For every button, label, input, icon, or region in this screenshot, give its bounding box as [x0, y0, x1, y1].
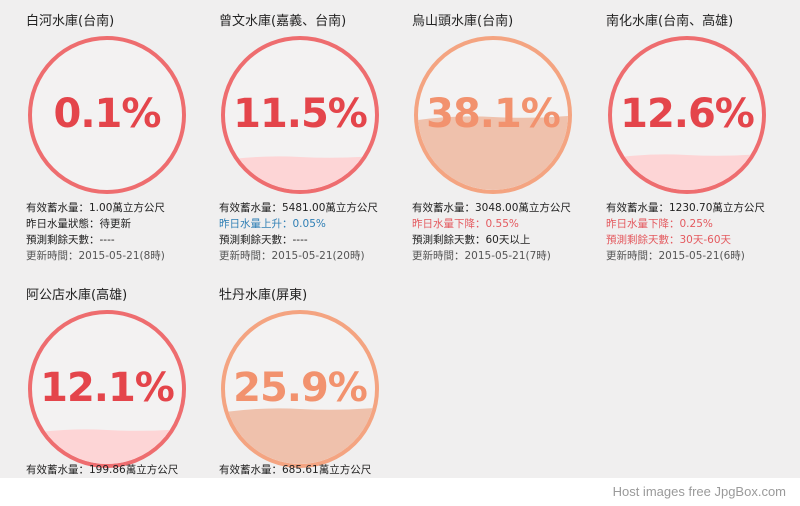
- reservoir-name: 白河水庫(台南): [26, 14, 115, 29]
- reservoir-gauge: 38.1%: [414, 36, 572, 194]
- forecast-line: 預測剩餘天數：----: [26, 234, 115, 246]
- reservoir-info: 有效蓄水量：1.00萬立方公尺 昨日水量狀態：待更新 預測剩餘天數：---- 更…: [26, 200, 165, 264]
- reservoir-info: 有效蓄水量：1230.70萬立方公尺 昨日水量下降：0.25% 預測剩餘天數：3…: [606, 200, 765, 264]
- reservoir-gauge: 11.5%: [221, 36, 379, 194]
- water-level: [418, 116, 568, 190]
- status-line: 昨日水量上升：0.05%: [219, 218, 326, 230]
- reservoir-name: 牡丹水庫(屏東): [219, 288, 308, 303]
- status-line: 昨日水量狀態：待更新: [26, 218, 131, 230]
- reservoir-gauge: 12.6%: [608, 36, 766, 194]
- reservoir-percent: 12.1%: [40, 365, 175, 412]
- reservoir-gauge: 0.1%: [28, 36, 186, 194]
- footer-bar: Host images free JpgBox.com: [0, 478, 800, 506]
- reservoir-info: 有效蓄水量：685.61萬立方公尺: [219, 462, 371, 478]
- updated-line: 更新時間：2015-05-21(8時): [26, 250, 165, 262]
- reservoir-percent: 12.6%: [620, 91, 755, 138]
- reservoir-percent: 11.5%: [233, 91, 368, 138]
- footer-link[interactable]: Host images free JpgBox.com: [612, 484, 786, 499]
- forecast-line: 預測剩餘天數：30天-60天: [606, 234, 732, 246]
- water-level: [225, 156, 375, 190]
- reservoir-gauge: 25.9%: [221, 310, 379, 468]
- storage-line: 有效蓄水量：1230.70萬立方公尺: [606, 202, 765, 214]
- storage-line: 有效蓄水量：1.00萬立方公尺: [26, 202, 165, 214]
- reservoir-name: 烏山頭水庫(台南): [412, 14, 514, 29]
- storage-line: 有效蓄水量：3048.00萬立方公尺: [412, 202, 571, 214]
- reservoir-gauge: 12.1%: [28, 310, 186, 468]
- reservoir-percent: 38.1%: [426, 91, 561, 138]
- water-level: [225, 408, 375, 464]
- reservoir-card-agongdian: 阿公店水庫(高雄) 12.1% 有效蓄水量：199.86萬立方公尺: [26, 284, 216, 479]
- reservoir-name: 阿公店水庫(高雄): [26, 288, 128, 303]
- reservoir-info: 有效蓄水量：199.86萬立方公尺: [26, 462, 178, 478]
- forecast-line: 預測剩餘天數：----: [219, 234, 308, 246]
- reservoir-percent: 0.1%: [53, 91, 162, 138]
- reservoir-info: 有效蓄水量：5481.00萬立方公尺 昨日水量上升：0.05% 預測剩餘天數：-…: [219, 200, 378, 264]
- water-level: [612, 154, 762, 190]
- status-line: 昨日水量下降：0.25%: [606, 218, 713, 230]
- reservoir-card-nanhua: 南化水庫(台南、高雄) 12.6% 有效蓄水量：1230.70萬立方公尺 昨日水…: [606, 10, 796, 262]
- storage-line: 有效蓄水量：5481.00萬立方公尺: [219, 202, 378, 214]
- updated-line: 更新時間：2015-05-21(7時): [412, 250, 551, 262]
- updated-line: 更新時間：2015-05-21(20時): [219, 250, 365, 262]
- forecast-line: 預測剩餘天數：60天以上: [412, 234, 531, 246]
- reservoir-name: 曾文水庫(嘉義、台南): [219, 14, 347, 29]
- reservoir-card-mudan: 牡丹水庫(屏東) 25.9% 有效蓄水量：685.61萬立方公尺: [219, 284, 409, 479]
- updated-line: 更新時間：2015-05-21(6時): [606, 250, 745, 262]
- reservoir-info: 有效蓄水量：3048.00萬立方公尺 昨日水量下降：0.55% 預測剩餘天數：6…: [412, 200, 571, 264]
- storage-line: 有效蓄水量：199.86萬立方公尺: [26, 464, 179, 476]
- reservoir-card-zengwen: 曾文水庫(嘉義、台南) 11.5% 有效蓄水量：5481.00萬立方公尺 昨日水…: [219, 10, 409, 262]
- reservoir-percent: 25.9%: [233, 365, 368, 412]
- water-level: [32, 429, 182, 464]
- reservoir-card-baihe: 白河水庫(台南) 0.1% 有效蓄水量：1.00萬立方公尺 昨日水量狀態：待更新…: [26, 10, 216, 262]
- reservoir-name: 南化水庫(台南、高雄): [606, 14, 734, 29]
- storage-line: 有效蓄水量：685.61萬立方公尺: [219, 464, 372, 476]
- status-line: 昨日水量下降：0.55%: [412, 218, 519, 230]
- reservoir-card-wushantou: 烏山頭水庫(台南) 38.1% 有效蓄水量：3048.00萬立方公尺 昨日水量下…: [412, 10, 602, 262]
